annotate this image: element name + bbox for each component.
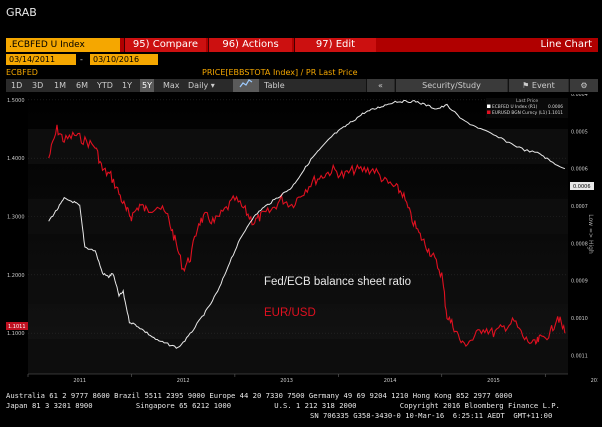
ecbfed-series-line [48, 99, 566, 349]
footer-contacts-line2: Japan 81 3 3201 8900 Singapore 65 6212 1… [6, 401, 560, 410]
period-1m[interactable]: 1M [54, 81, 66, 90]
x-tick-label: 2011 [73, 378, 86, 384]
left-tick-label: 1.2000 [7, 273, 25, 279]
frequency-select[interactable]: Daily ▾ [186, 79, 217, 92]
plot-band [28, 129, 568, 164]
legend-item-eurusd: EURUSD BGN Curncy (L1) [492, 110, 547, 116]
period-3d[interactable]: 3D [32, 81, 44, 90]
right-tick-label: 0.0011 [571, 353, 588, 359]
x-tick-label: 2014 [384, 378, 397, 384]
right-tick-label: 0.0005 [571, 129, 588, 135]
x-tick-label: 2013 [280, 378, 293, 384]
annotation-balance-ratio: Fed/ECB balance sheet ratio [264, 276, 411, 288]
start-date-field[interactable]: 03/14/2011 [6, 54, 76, 65]
period-5y[interactable]: 5Y [140, 79, 154, 92]
window-title: GRAB [6, 6, 37, 19]
right-axis-label: Low => High [587, 214, 594, 254]
left-last-value-tag [6, 322, 28, 330]
footer-contacts-line1: Australia 61 2 9777 8600 Brazil 5511 239… [6, 391, 513, 400]
footer-session-line: SN 706335 G358-3430-0 10-Mar-16 6:25:11 … [310, 411, 553, 420]
right-last-value-tag [570, 182, 594, 190]
chart-kind-label: Line Chart [540, 39, 593, 50]
flag-icon: ⚑ [522, 81, 532, 90]
left-tick-label: 1.3000 [7, 215, 25, 221]
legend-value-eurusd: 1.1011 [548, 110, 563, 116]
legend-swatch-eurusd [487, 110, 491, 114]
right-tick-label: 0.0009 [571, 279, 588, 285]
left-tick-label: 1.1000 [7, 331, 25, 337]
period-6m[interactable]: 6M [76, 81, 88, 90]
legend-header: Last Price [516, 98, 538, 104]
table-button[interactable]: Table [264, 81, 285, 90]
right-tick-label: 0.0007 [571, 204, 588, 210]
legend-swatch-ecbfed [487, 104, 491, 108]
left-last-value-text: 1.1011 [8, 324, 26, 330]
security-label: ECBFED [6, 68, 38, 77]
x-tick-label: 2012 [177, 378, 190, 384]
event-label: Event [531, 81, 555, 90]
edit-button[interactable]: 97) Edit [294, 38, 376, 52]
legend-value-ecbfed: 0.0006 [548, 104, 563, 110]
period-1d[interactable]: 1D [11, 81, 23, 90]
right-tick-label: 0.0008 [571, 241, 588, 247]
ticker-field[interactable]: .ECBFED U Index [6, 38, 120, 52]
legend: Last Price ECBFED U Index (R1) 0.0006 EU… [486, 98, 568, 118]
security-study-button[interactable]: Security/Study [395, 79, 507, 92]
frequency-label: Daily [188, 81, 209, 90]
annotation-eurusd: EUR/USD [264, 307, 316, 319]
actions-button[interactable]: 96) Actions [208, 38, 292, 52]
left-tick-label: 1.5000 [7, 98, 25, 104]
x-tick-label: 2015 [487, 378, 500, 384]
right-tick-label: 0.0010 [571, 316, 588, 322]
end-date-field[interactable]: 03/10/2016 [90, 54, 158, 65]
line-chart: 1.5000 1.4000 1.3000 1.2000 1.1000 0.0004 0.00… [6, 94, 598, 384]
period-ytd[interactable]: YTD [97, 81, 113, 90]
double-left-arrow-icon[interactable]: « [366, 79, 394, 92]
x-tick-label: 2016 [591, 378, 598, 384]
right-last-value-text: 0.0006 [573, 184, 591, 190]
event-button[interactable]: ⚑ Event [508, 79, 568, 92]
left-tick-label: 1.4000 [7, 156, 25, 162]
right-tick-label: 0.0004 [571, 94, 588, 98]
legend-item-ecbfed: ECBFED U Index (R1) [492, 104, 538, 110]
period-1y[interactable]: 1Y [122, 81, 132, 90]
compare-button[interactable]: 95) Compare [124, 38, 206, 52]
gear-icon[interactable]: ⚙ [569, 79, 598, 92]
line-chart-icon[interactable] [233, 79, 259, 92]
plot-band [28, 339, 568, 374]
period-max[interactable]: Max [163, 81, 180, 90]
right-tick-label: 0.0006 [571, 167, 588, 173]
date-separator: - [80, 55, 83, 64]
eurusd-series-line [48, 124, 566, 348]
field-label: PRICE[EBBSTOTA Index] / PR Last Price [202, 68, 358, 77]
chevron-down-icon: ▾ [210, 81, 215, 90]
